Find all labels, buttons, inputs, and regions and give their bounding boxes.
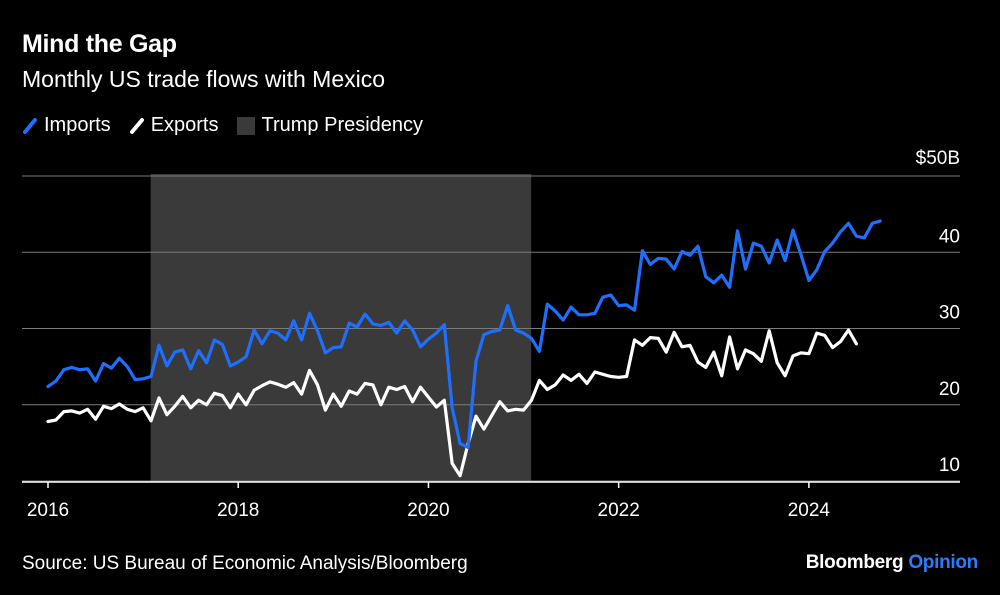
series-line-exports bbox=[46, 328, 859, 478]
chart-title: Mind the Gap bbox=[22, 30, 177, 58]
legend: Imports Exports Trump Presidency bbox=[22, 114, 441, 137]
y-tick-label: 40 bbox=[939, 226, 960, 247]
legend-item-exports: Exports bbox=[129, 114, 219, 137]
y-tick-label: 30 bbox=[939, 303, 960, 324]
presidency-swatch-icon bbox=[236, 116, 255, 135]
series-line-imports bbox=[46, 219, 882, 449]
imports-swatch-icon bbox=[23, 117, 37, 134]
legend-item-imports: Imports bbox=[22, 114, 111, 137]
x-tick-label: 2016 bbox=[27, 500, 69, 521]
y-tick-label: 10 bbox=[939, 455, 960, 476]
legend-item-presidency: Trump Presidency bbox=[236, 114, 424, 137]
y-tick-label: $50B bbox=[916, 148, 960, 169]
x-tick-label: 2022 bbox=[598, 500, 640, 521]
brand-main: Bloomberg bbox=[805, 552, 904, 573]
legend-label-imports: Imports bbox=[44, 114, 111, 136]
presidency-shaded-region bbox=[150, 174, 532, 481]
y-tick-label: 20 bbox=[939, 379, 960, 400]
exports-swatch-icon bbox=[129, 117, 144, 134]
source-note: Source: US Bureau of Economic Analysis/B… bbox=[22, 553, 468, 574]
brand-logo: Bloomberg Opinion bbox=[805, 552, 979, 574]
brand-accent: Opinion bbox=[908, 552, 978, 573]
legend-label-exports: Exports bbox=[150, 114, 219, 136]
x-tick-label: 2020 bbox=[407, 500, 449, 521]
legend-label-presidency: Trump Presidency bbox=[261, 114, 424, 136]
x-tick-label: 2018 bbox=[217, 500, 259, 521]
x-tick-label: 2024 bbox=[788, 500, 831, 521]
chart-subtitle: Monthly US trade flows with Mexico bbox=[22, 66, 386, 92]
